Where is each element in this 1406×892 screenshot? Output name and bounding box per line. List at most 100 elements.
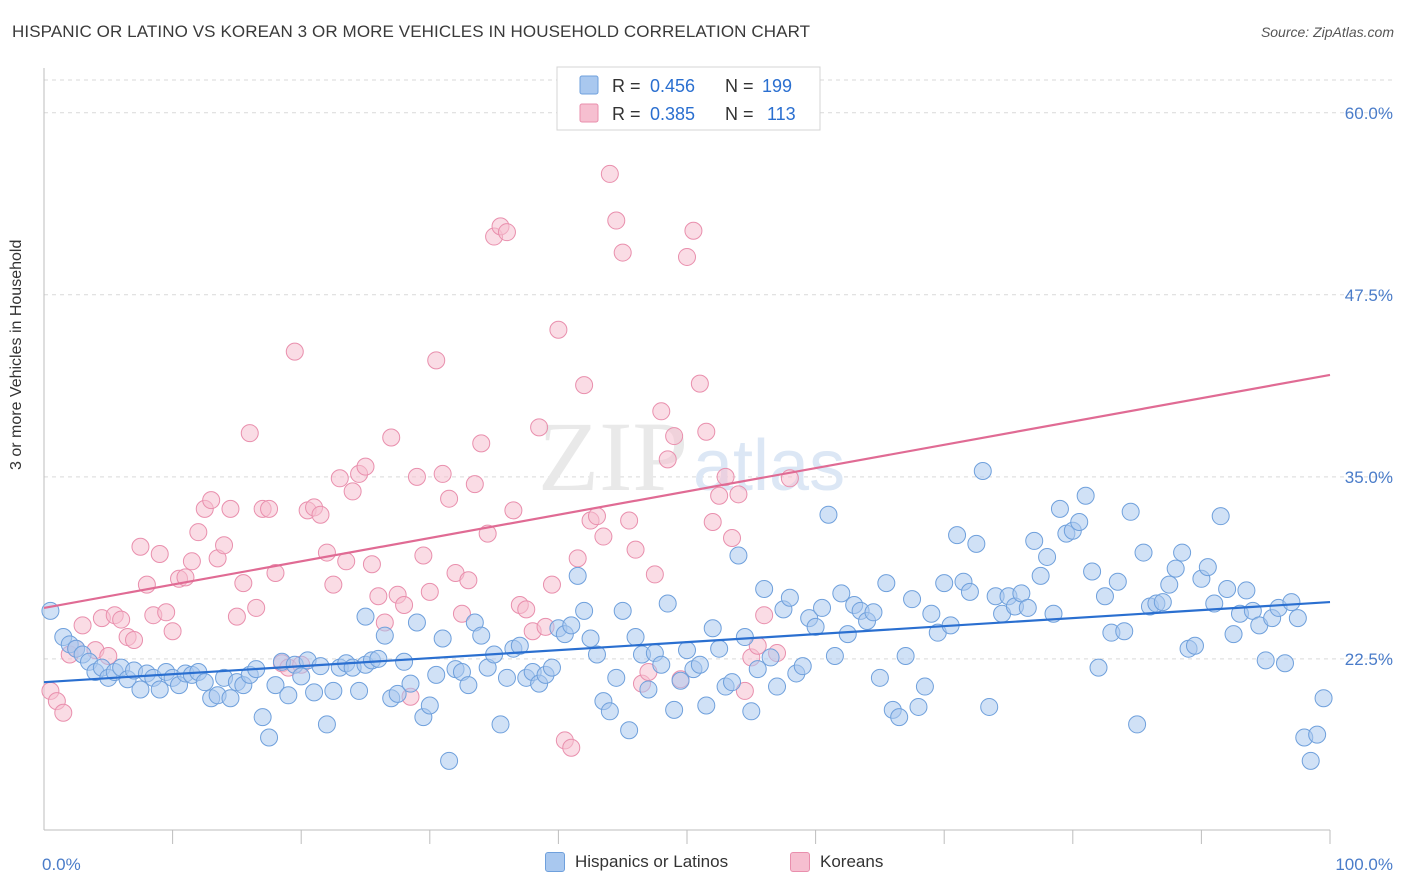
source-label: Source: ZipAtlas.com	[1260, 24, 1394, 40]
legend-r-value-blue: 0.456	[650, 76, 695, 96]
korean-point	[131, 537, 150, 556]
hispanic-point	[1083, 562, 1102, 581]
hispanic-point	[562, 616, 581, 635]
hispanic-point	[768, 677, 787, 696]
hispanic-point	[1128, 715, 1147, 734]
hispanic-point	[1089, 658, 1108, 677]
hispanic-point	[1025, 531, 1044, 550]
hispanic-point	[317, 715, 336, 734]
korean-point	[150, 545, 169, 564]
legend-swatch-hispanics	[545, 852, 565, 872]
korean-point	[182, 552, 201, 571]
korean-point	[125, 630, 144, 649]
hispanic-point	[780, 588, 799, 607]
korean-trend-line	[43, 373, 1331, 609]
hispanic-point	[652, 655, 671, 674]
hispanic-point	[890, 708, 909, 727]
hispanic-point	[915, 677, 934, 696]
hispanic-point	[948, 526, 967, 545]
korean-point	[215, 536, 234, 555]
hispanic-point	[587, 645, 606, 664]
hispanic-point	[1198, 558, 1217, 577]
korean-point	[697, 422, 716, 441]
korean-point	[594, 527, 613, 546]
hispanic-point	[1018, 598, 1037, 617]
korean-point	[504, 501, 523, 520]
hispanic-point	[1218, 579, 1237, 598]
hispanic-point	[620, 721, 639, 740]
hispanic-point	[1115, 622, 1134, 641]
hispanic-point	[195, 673, 214, 692]
hispanic-point	[793, 657, 812, 676]
hispanic-point	[1108, 572, 1127, 591]
hispanic-point	[613, 601, 632, 620]
hispanic-point	[350, 681, 369, 700]
hispanic-point	[1095, 587, 1114, 606]
hispanic-point	[935, 574, 954, 593]
hispanic-point	[581, 629, 600, 648]
trend-lines	[43, 373, 1331, 684]
korean-point	[440, 489, 459, 508]
hispanic-point	[575, 601, 594, 620]
x-tick-labels: 0.0% 100.0%	[42, 855, 1393, 874]
korean-point	[600, 164, 619, 183]
y-tick-label: 35.0%	[1345, 468, 1393, 487]
hispanic-point	[870, 668, 889, 687]
hispanic-point	[260, 728, 279, 747]
korean-point	[735, 681, 754, 700]
korean-point	[703, 512, 722, 531]
hispanic-point	[369, 649, 388, 668]
korean-point	[530, 418, 549, 437]
korean-point	[433, 464, 452, 483]
korean-point	[678, 247, 696, 266]
hispanic-point	[356, 607, 375, 626]
legend-item-koreans[interactable]: Koreans	[790, 852, 883, 872]
korean-point	[459, 571, 478, 590]
hispanic-point	[542, 658, 561, 677]
legend-item-hispanics[interactable]: Hispanics or Latinos	[545, 852, 728, 872]
chart-title: HISPANIC OR LATINO VS KOREAN 3 OR MORE V…	[12, 22, 811, 41]
hispanic-point	[292, 667, 311, 686]
hispanic-point	[825, 646, 844, 665]
legend-r-value-pink: 0.385	[650, 104, 695, 124]
hispanic-point	[1121, 502, 1140, 521]
korean-point	[202, 491, 221, 510]
korean-point	[568, 549, 587, 568]
korean-point	[684, 221, 703, 240]
hispanic-point	[1301, 751, 1320, 770]
legend-label-hispanics: Hispanics or Latinos	[575, 852, 729, 871]
hispanic-point	[1314, 689, 1333, 708]
y-tick-label: 22.5%	[1345, 650, 1393, 669]
hispanic-point	[864, 603, 883, 622]
hispanic-point	[440, 751, 459, 770]
korean-point	[562, 738, 581, 757]
hispanic-point	[1134, 543, 1153, 562]
korean-point	[73, 616, 92, 635]
legend-swatch-pink	[579, 103, 599, 123]
legend-n-value-blue: 199	[762, 76, 792, 96]
korean-point	[587, 507, 606, 526]
hispanic-point	[742, 702, 761, 721]
korean-point	[343, 482, 362, 501]
legend-swatch-koreans	[790, 852, 810, 872]
korean-point	[407, 467, 426, 486]
hispanic-point	[407, 613, 426, 632]
korean-point	[420, 582, 439, 601]
y-tick-labels: 22.5% 35.0% 47.5% 60.0%	[1345, 104, 1393, 669]
hispanic-point	[472, 626, 491, 645]
hispanic-point	[819, 505, 838, 524]
hispanic-point	[678, 641, 696, 660]
hispanic-point	[838, 625, 857, 644]
hispanic-point	[755, 579, 774, 598]
hispanic-point	[922, 604, 941, 623]
hispanic-point	[1237, 581, 1256, 600]
hispanic-point	[735, 628, 754, 647]
hispanic-point	[639, 680, 658, 699]
korean-point	[362, 555, 381, 574]
axes	[43, 68, 1331, 844]
korean-point	[189, 523, 208, 542]
hispanic-point	[1205, 594, 1224, 613]
hispanic-point	[1211, 507, 1230, 526]
legend-r-label-blue: R =	[612, 76, 646, 96]
